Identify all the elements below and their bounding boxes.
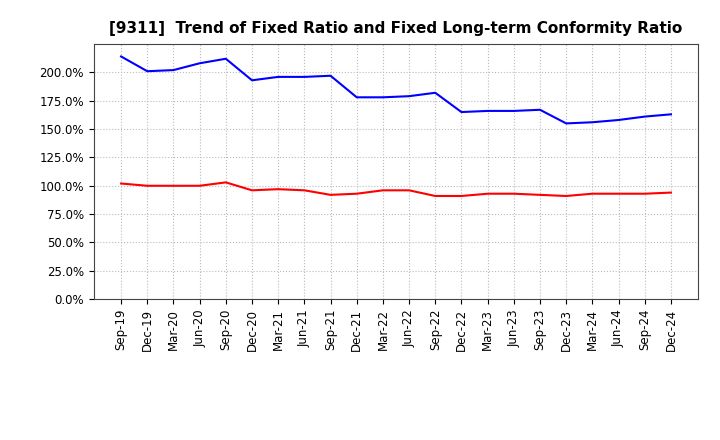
Fixed Long-term Conformity Ratio — [431, 193, 440, 198]
Fixed Long-term Conformity Ratio — [326, 192, 335, 198]
Fixed Long-term Conformity Ratio — [248, 188, 256, 193]
Fixed Ratio — [483, 108, 492, 114]
Fixed Ratio — [614, 117, 623, 123]
Fixed Ratio — [431, 90, 440, 95]
Fixed Long-term Conformity Ratio — [614, 191, 623, 196]
Line: Fixed Ratio: Fixed Ratio — [121, 56, 671, 123]
Legend: Fixed Ratio, Fixed Long-term Conformity Ratio: Fixed Ratio, Fixed Long-term Conformity … — [186, 439, 606, 440]
Fixed Ratio — [562, 121, 570, 126]
Fixed Ratio — [326, 73, 335, 78]
Fixed Long-term Conformity Ratio — [143, 183, 152, 188]
Fixed Long-term Conformity Ratio — [640, 191, 649, 196]
Fixed Long-term Conformity Ratio — [667, 190, 675, 195]
Fixed Ratio — [222, 56, 230, 62]
Fixed Ratio — [169, 67, 178, 73]
Fixed Long-term Conformity Ratio — [222, 180, 230, 185]
Fixed Long-term Conformity Ratio — [483, 191, 492, 196]
Fixed Long-term Conformity Ratio — [169, 183, 178, 188]
Title: [9311]  Trend of Fixed Ratio and Fixed Long-term Conformity Ratio: [9311] Trend of Fixed Ratio and Fixed Lo… — [109, 21, 683, 36]
Fixed Ratio — [457, 110, 466, 115]
Fixed Long-term Conformity Ratio — [405, 188, 413, 193]
Fixed Long-term Conformity Ratio — [300, 188, 309, 193]
Fixed Long-term Conformity Ratio — [117, 181, 125, 186]
Fixed Long-term Conformity Ratio — [195, 183, 204, 188]
Fixed Long-term Conformity Ratio — [536, 192, 544, 198]
Fixed Ratio — [640, 114, 649, 119]
Fixed Long-term Conformity Ratio — [379, 188, 387, 193]
Fixed Ratio — [536, 107, 544, 113]
Fixed Ratio — [352, 95, 361, 100]
Fixed Ratio — [667, 112, 675, 117]
Fixed Long-term Conformity Ratio — [510, 191, 518, 196]
Fixed Ratio — [588, 120, 597, 125]
Fixed Long-term Conformity Ratio — [352, 191, 361, 196]
Fixed Ratio — [195, 61, 204, 66]
Fixed Ratio — [379, 95, 387, 100]
Fixed Long-term Conformity Ratio — [457, 193, 466, 198]
Fixed Ratio — [143, 69, 152, 74]
Line: Fixed Long-term Conformity Ratio: Fixed Long-term Conformity Ratio — [121, 182, 671, 196]
Fixed Ratio — [510, 108, 518, 114]
Fixed Ratio — [274, 74, 282, 80]
Fixed Long-term Conformity Ratio — [562, 193, 570, 198]
Fixed Ratio — [405, 94, 413, 99]
Fixed Long-term Conformity Ratio — [274, 187, 282, 192]
Fixed Ratio — [300, 74, 309, 80]
Fixed Ratio — [248, 77, 256, 83]
Fixed Long-term Conformity Ratio — [588, 191, 597, 196]
Fixed Ratio — [117, 54, 125, 59]
